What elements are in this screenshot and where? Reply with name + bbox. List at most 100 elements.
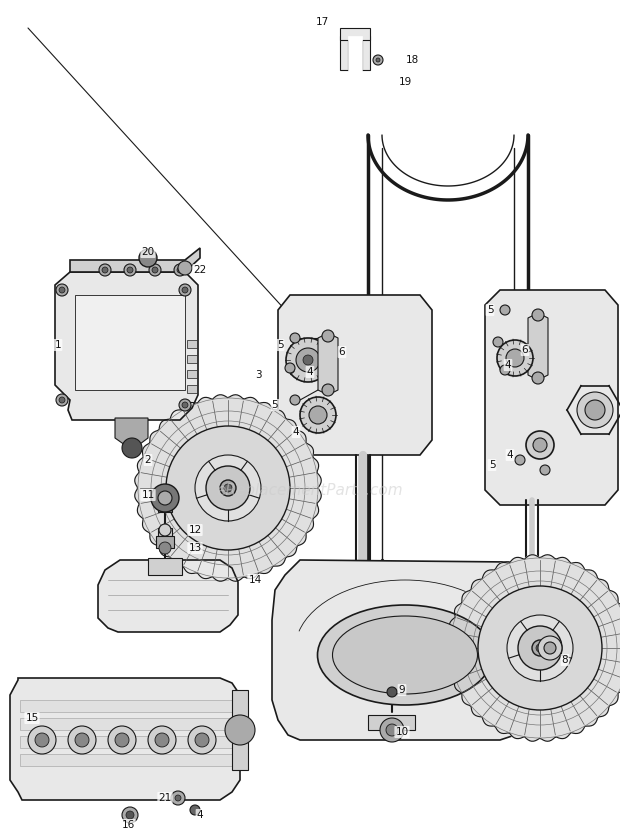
Text: 12: 12 xyxy=(188,525,202,535)
Polygon shape xyxy=(20,736,238,748)
Polygon shape xyxy=(340,36,348,70)
Polygon shape xyxy=(368,715,415,730)
Circle shape xyxy=(526,431,554,459)
Polygon shape xyxy=(362,36,370,70)
Polygon shape xyxy=(232,690,248,770)
Circle shape xyxy=(290,395,300,405)
Circle shape xyxy=(493,337,503,347)
Circle shape xyxy=(506,349,524,367)
Polygon shape xyxy=(20,700,238,712)
Polygon shape xyxy=(98,560,238,632)
Circle shape xyxy=(108,726,136,754)
Circle shape xyxy=(220,480,236,496)
Circle shape xyxy=(322,330,334,342)
Circle shape xyxy=(507,615,573,681)
Text: 11: 11 xyxy=(141,490,154,500)
Polygon shape xyxy=(187,355,197,363)
Text: 15: 15 xyxy=(25,713,38,723)
Polygon shape xyxy=(158,498,172,512)
Circle shape xyxy=(122,807,138,823)
Circle shape xyxy=(386,724,398,736)
Text: 5: 5 xyxy=(272,400,278,410)
Polygon shape xyxy=(158,528,172,536)
Circle shape xyxy=(115,733,129,747)
Circle shape xyxy=(179,284,191,296)
Circle shape xyxy=(206,466,250,510)
Circle shape xyxy=(376,58,380,62)
Polygon shape xyxy=(272,560,540,740)
Polygon shape xyxy=(485,290,618,505)
Polygon shape xyxy=(340,28,370,40)
Circle shape xyxy=(225,715,255,745)
Ellipse shape xyxy=(332,616,477,694)
Circle shape xyxy=(35,733,49,747)
Circle shape xyxy=(285,363,295,373)
Text: eReplacementParts.com: eReplacementParts.com xyxy=(216,483,404,498)
Circle shape xyxy=(303,355,313,365)
Circle shape xyxy=(182,287,188,293)
Circle shape xyxy=(124,264,136,276)
Circle shape xyxy=(59,287,65,293)
Circle shape xyxy=(159,524,171,536)
Circle shape xyxy=(533,438,547,452)
Ellipse shape xyxy=(317,605,492,705)
Circle shape xyxy=(182,402,188,408)
Circle shape xyxy=(309,406,327,424)
Circle shape xyxy=(224,484,232,492)
Circle shape xyxy=(518,626,562,670)
Circle shape xyxy=(538,636,562,660)
Polygon shape xyxy=(70,248,200,272)
Circle shape xyxy=(286,338,330,382)
Polygon shape xyxy=(75,295,185,390)
Circle shape xyxy=(532,309,544,321)
Circle shape xyxy=(152,267,158,273)
Text: 5: 5 xyxy=(487,305,494,315)
Circle shape xyxy=(515,455,525,465)
Text: 18: 18 xyxy=(405,55,419,65)
Circle shape xyxy=(179,399,191,411)
Circle shape xyxy=(102,267,108,273)
Circle shape xyxy=(544,642,556,654)
Circle shape xyxy=(56,394,68,406)
Text: 14: 14 xyxy=(249,575,262,585)
Circle shape xyxy=(195,733,209,747)
Text: 6: 6 xyxy=(339,347,345,357)
Circle shape xyxy=(139,249,157,267)
Text: 2: 2 xyxy=(144,455,151,465)
Text: 4: 4 xyxy=(507,450,513,460)
Polygon shape xyxy=(135,394,321,582)
Polygon shape xyxy=(187,340,197,348)
Circle shape xyxy=(178,261,192,275)
Polygon shape xyxy=(318,333,338,395)
Polygon shape xyxy=(20,754,238,766)
Circle shape xyxy=(177,267,183,273)
Circle shape xyxy=(122,438,142,458)
Text: 5: 5 xyxy=(277,340,283,350)
Circle shape xyxy=(296,348,320,372)
Polygon shape xyxy=(115,418,148,450)
Text: 4: 4 xyxy=(197,810,203,820)
Text: 4: 4 xyxy=(505,360,511,370)
Text: 1: 1 xyxy=(55,340,61,350)
Circle shape xyxy=(126,811,134,819)
Circle shape xyxy=(174,264,186,276)
Circle shape xyxy=(175,795,181,801)
Circle shape xyxy=(380,718,404,742)
Circle shape xyxy=(127,267,133,273)
Polygon shape xyxy=(187,385,197,393)
Circle shape xyxy=(159,542,171,554)
Circle shape xyxy=(28,726,56,754)
Text: 9: 9 xyxy=(399,685,405,695)
Circle shape xyxy=(500,305,510,315)
Circle shape xyxy=(373,55,383,65)
Circle shape xyxy=(56,284,68,296)
Circle shape xyxy=(577,392,613,428)
Circle shape xyxy=(500,365,510,375)
Text: 8: 8 xyxy=(562,655,569,665)
Text: 5: 5 xyxy=(489,460,495,470)
Polygon shape xyxy=(187,370,197,378)
Text: 3: 3 xyxy=(255,370,261,380)
Circle shape xyxy=(99,264,111,276)
Circle shape xyxy=(151,484,179,512)
Circle shape xyxy=(155,733,169,747)
